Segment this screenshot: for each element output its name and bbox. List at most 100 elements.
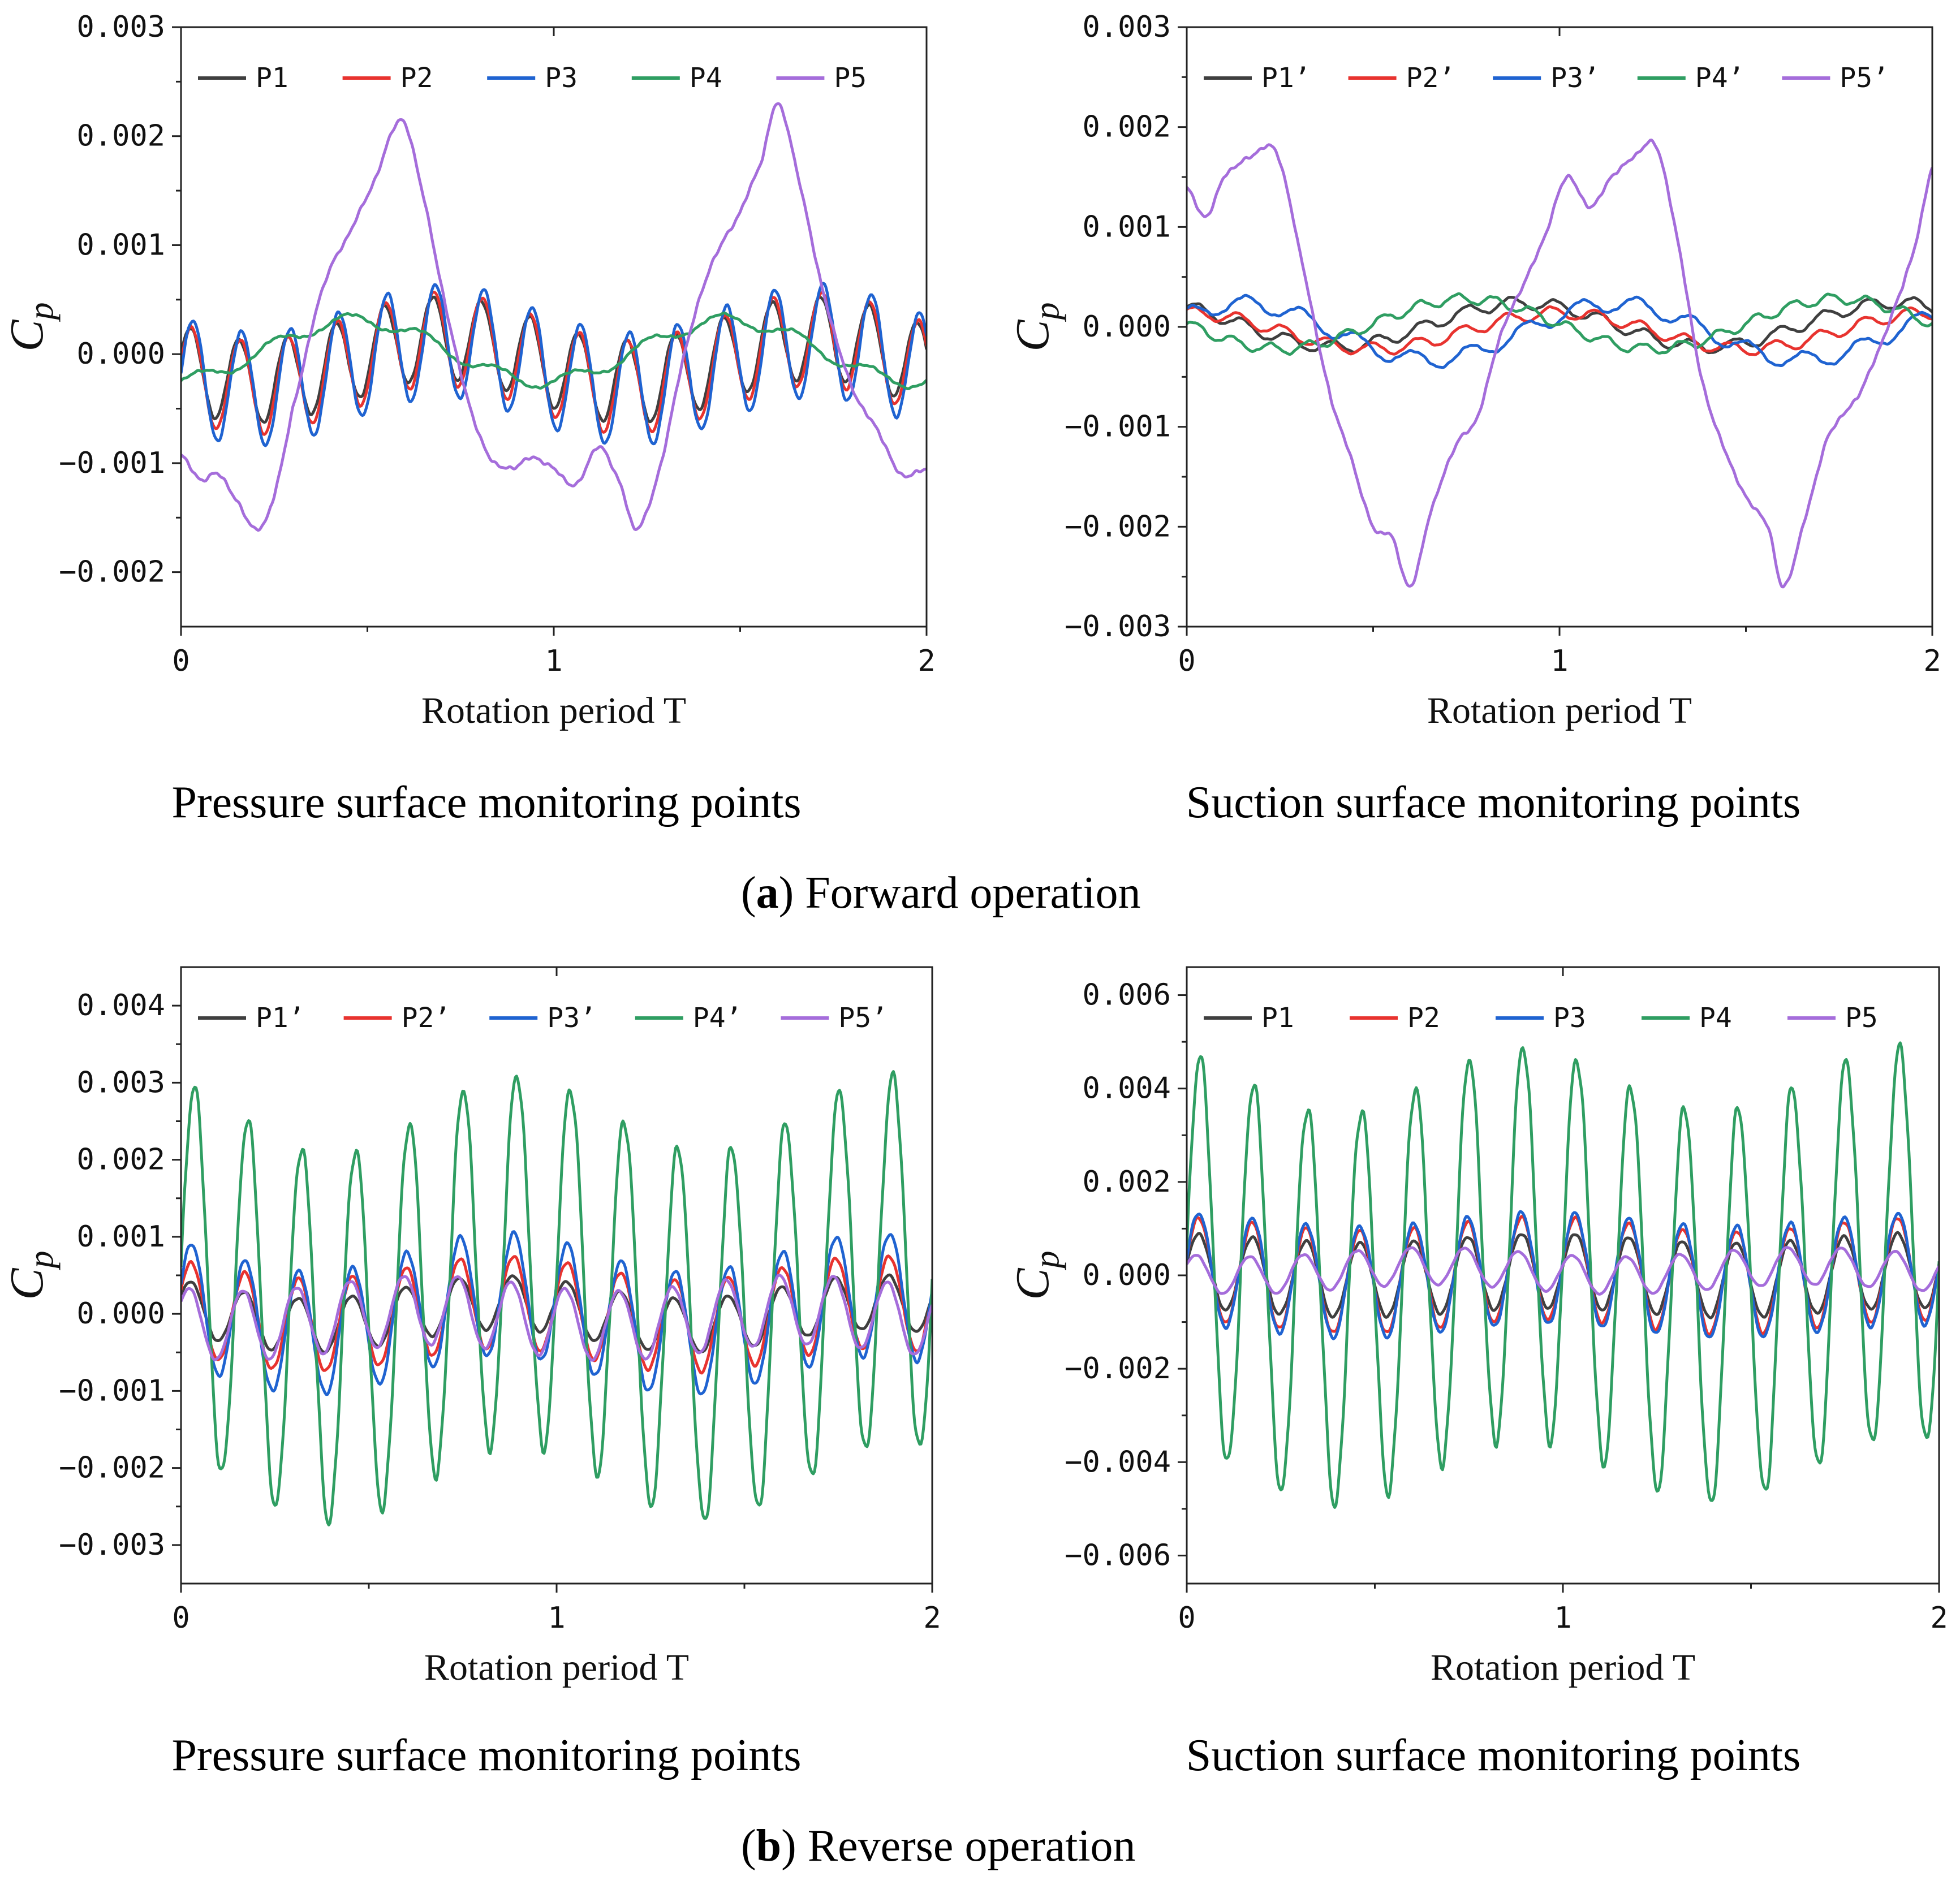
- series-line-p3: [181, 282, 927, 447]
- series-group: [181, 102, 927, 532]
- y-tick-label: 0.004: [76, 989, 165, 1023]
- x-tick-label: 2: [923, 1601, 941, 1635]
- legend-label-p4: P4: [690, 62, 722, 94]
- y-tick-label: 0.003: [76, 10, 165, 44]
- subtitle-b-right: Suction surface monitoring points: [1186, 1731, 1801, 1780]
- legend-label-p2: P2’: [1406, 62, 1455, 94]
- chart-reverse-pressure: 0 1 2 −0.003 −0.002 −0.001 0.000 0.001 0.002 0.00…: [1, 966, 941, 1688]
- y-axis-title: Cp: [1006, 1250, 1066, 1300]
- x-tick-label: 1: [1554, 1601, 1571, 1635]
- y-tick-label: −0.003: [59, 1528, 165, 1562]
- series-line-p5: [1187, 139, 1932, 589]
- x-tick-label: 2: [917, 644, 935, 678]
- x-tick-label: 0: [172, 644, 189, 678]
- y-tick-label: −0.002: [59, 555, 165, 589]
- x-tick-label: 1: [545, 644, 562, 678]
- x-tick-label: 1: [1550, 644, 1568, 678]
- caption-b: (b) Reverse operation: [741, 1821, 1136, 1871]
- series-line-p5: [181, 1274, 932, 1362]
- x-axis-title: Rotation period T: [1431, 1647, 1695, 1688]
- y-tick-label: 0.000: [76, 1297, 165, 1331]
- caption-a: (a) Forward operation: [741, 868, 1140, 918]
- x-tick-label: 1: [548, 1601, 565, 1635]
- y-tick-label: 0.000: [76, 337, 165, 371]
- caption-a-text: ) Forward operation: [779, 868, 1141, 918]
- series-line-p4: [1187, 1041, 1939, 1509]
- chart-reverse-suction: 0 1 2 −0.006 −0.004 −0.002 0.000 0.002 0.004 0.00…: [1006, 966, 1948, 1688]
- y-tick-label: 0.003: [1082, 10, 1171, 44]
- y-tick-label: −0.001: [59, 1374, 165, 1408]
- legend-label-p5: P5’: [1840, 62, 1889, 94]
- y-tick-label: −0.001: [59, 446, 165, 480]
- y-axis-title: Cp: [1, 1250, 61, 1300]
- series-group: [181, 1070, 932, 1526]
- y-tick-label: 0.003: [76, 1066, 165, 1099]
- y-axis-title: Cp: [1, 302, 61, 351]
- y-tick-label: 0.006: [1082, 978, 1171, 1012]
- plot-frame: [180, 26, 928, 628]
- x-tick-label: 2: [1923, 644, 1941, 678]
- x-axis-title: Rotation period T: [421, 690, 686, 731]
- y-tick-label: 0.001: [76, 1220, 165, 1254]
- legend-label-p1: P1: [1261, 1002, 1294, 1034]
- legend-label-p2: P2: [400, 62, 433, 94]
- plot-frame: [1186, 26, 1933, 628]
- y-tick-label: 0.002: [76, 119, 165, 153]
- x-tick-label: 0: [1178, 644, 1195, 678]
- series-group: [1187, 139, 1932, 589]
- x-axis-title: Rotation period T: [424, 1647, 689, 1688]
- series-line-p5: [1187, 1246, 1939, 1296]
- series-group: [1187, 1041, 1939, 1509]
- legend-label-p3: P3: [545, 62, 578, 94]
- series-line-p4: [181, 311, 927, 390]
- legend-label-p5: P5: [1845, 1002, 1878, 1034]
- legend-label-p3: P3’: [547, 1002, 596, 1034]
- y-axis-title: Cp: [1006, 302, 1066, 351]
- legend-label-p3: P3’: [1550, 62, 1600, 94]
- x-axis-title: Rotation period T: [1427, 690, 1692, 731]
- y-tick-label: −0.004: [1065, 1445, 1171, 1479]
- caption-b-text: ) Reverse operation: [781, 1821, 1135, 1871]
- x-tick-label: 0: [172, 1601, 189, 1635]
- y-tick-label: −0.002: [1065, 1352, 1171, 1386]
- series-line-p1: [1187, 296, 1932, 355]
- legend-label-p3: P3: [1553, 1002, 1586, 1034]
- legend-label-p1: P1’: [1261, 62, 1311, 94]
- series-line-p4: [181, 1070, 932, 1526]
- y-tick-label: 0.002: [76, 1143, 165, 1177]
- x-tick-label: 0: [1178, 1601, 1195, 1635]
- legend-label-p1: P1: [256, 62, 288, 94]
- subtitle-a-right: Suction surface monitoring points: [1186, 778, 1801, 827]
- subtitle-a-left: Pressure surface monitoring points: [171, 778, 801, 827]
- legend-label-p4: P4’: [693, 1002, 742, 1034]
- legend-label-p2: P2’: [402, 1002, 451, 1034]
- y-tick-label: 0.002: [1082, 110, 1171, 144]
- legend-label-p4: P4: [1699, 1002, 1732, 1034]
- subtitle-b-left: Pressure surface monitoring points: [171, 1731, 801, 1780]
- series-line-p3: [1187, 294, 1932, 369]
- chart-forward-suction: 0 1 2 −0.003 −0.002 −0.001 0.000 0.001 0.002 0.00…: [1006, 10, 1941, 731]
- y-tick-label: 0.004: [1082, 1072, 1171, 1106]
- series-line-p2: [1187, 305, 1932, 356]
- legend-label-p1: P1’: [256, 1002, 305, 1034]
- x-tick-label: 2: [1930, 1601, 1948, 1635]
- y-tick-label: −0.002: [1065, 510, 1171, 543]
- legend-label-p5: P5: [834, 62, 867, 94]
- caption-b-letter: b: [756, 1821, 782, 1871]
- legend-label-p2: P2: [1407, 1002, 1440, 1034]
- y-tick-label: 0.002: [1082, 1165, 1171, 1199]
- y-tick-label: 0.000: [1082, 1258, 1171, 1292]
- y-tick-label: 0.000: [1082, 310, 1171, 344]
- chart-forward-pressure: 0 1 2 −0.002 −0.001 0.000 0.001 0.002 0.003 Rotat…: [1, 10, 936, 731]
- legend-label-p5: P5’: [838, 1002, 888, 1034]
- y-tick-label: −0.002: [59, 1451, 165, 1485]
- y-tick-label: 0.001: [1082, 210, 1171, 244]
- caption-a-letter: a: [756, 868, 779, 918]
- y-tick-label: 0.001: [76, 228, 165, 262]
- series-line-p5: [181, 102, 927, 532]
- y-tick-label: −0.006: [1065, 1538, 1171, 1572]
- legend-label-p4: P4’: [1695, 62, 1744, 94]
- y-tick-label: −0.003: [1065, 610, 1171, 644]
- series-line-p4: [1187, 292, 1932, 356]
